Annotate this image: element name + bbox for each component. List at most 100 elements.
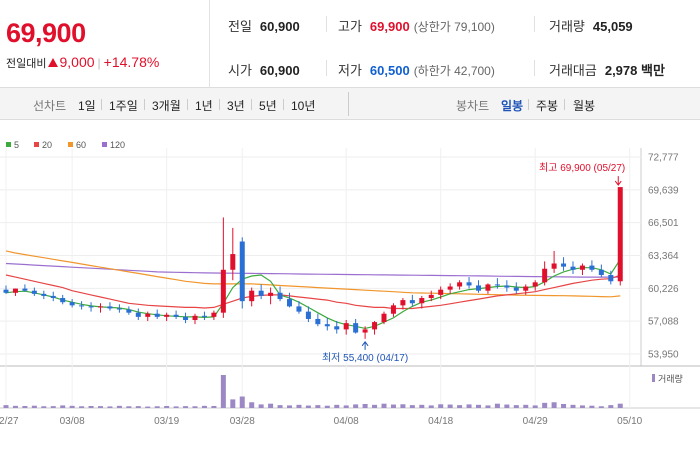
candle-body <box>447 286 453 290</box>
low-annotation: 최저 55,400 (04/17) <box>322 352 408 364</box>
candle-body <box>22 288 28 291</box>
volume-bar <box>542 402 548 408</box>
volume-bar <box>69 405 75 408</box>
legend-swatch-20 <box>34 142 39 147</box>
candle-body <box>239 241 245 302</box>
period-1y-button[interactable]: 1년 <box>195 99 213 113</box>
volume-bar <box>315 405 321 408</box>
high-arrow-icon <box>614 176 622 186</box>
volume-bar <box>466 404 472 408</box>
period-1w-button[interactable]: 1주일 <box>109 99 138 113</box>
volume-bar <box>201 405 207 408</box>
divider <box>144 99 145 110</box>
stat-value: 69,900 <box>369 19 410 34</box>
ma60-line <box>5 250 621 298</box>
volume-bar <box>249 402 255 408</box>
y-tick-label: 53,950 <box>648 350 679 361</box>
divider <box>534 60 535 76</box>
legend-swatch-120 <box>102 142 107 147</box>
stat-label: 전일 <box>228 19 252 34</box>
candle-body <box>494 284 500 286</box>
divider <box>187 99 188 110</box>
x-tick-label: 02/27 <box>0 416 19 427</box>
candle-body <box>372 322 378 330</box>
period-10y-button[interactable]: 10년 <box>291 99 316 113</box>
volume-bar <box>438 404 444 408</box>
candle-body <box>230 254 236 270</box>
candle-body <box>542 268 548 283</box>
candle-weekly-button[interactable]: 주봉 <box>536 99 559 113</box>
divider <box>251 99 252 110</box>
volume-bar <box>334 404 340 408</box>
candle-body <box>551 263 557 269</box>
candle-body <box>88 306 94 308</box>
legend-swatch-5 <box>6 142 11 147</box>
candle-body <box>50 295 56 299</box>
up-triangle-icon <box>48 58 59 67</box>
candle-body <box>107 306 113 309</box>
stat-label: 시가 <box>228 63 252 78</box>
volume-bar <box>305 405 311 408</box>
candle-monthly-button[interactable]: 월봉 <box>573 99 596 113</box>
volume-bar <box>353 404 359 408</box>
divider <box>283 99 284 110</box>
x-tick-label: 04/08 <box>334 416 359 427</box>
volume-bar <box>296 404 302 408</box>
change-value: 9,000 <box>59 54 95 70</box>
candle-body <box>60 298 66 303</box>
candle-body <box>390 305 396 314</box>
volume-bar <box>428 405 434 408</box>
change-label: 전일대비 <box>6 58 47 70</box>
volume-bar <box>400 404 406 408</box>
candle-body <box>457 282 463 287</box>
candle-body <box>287 299 292 307</box>
low-arrow-icon <box>361 340 369 350</box>
volume-bar <box>457 405 463 408</box>
volume-legend-label: 거래량 <box>658 373 683 384</box>
candle-body <box>438 289 444 295</box>
candle-body <box>296 306 302 312</box>
volume-bar <box>31 405 37 408</box>
candle-body <box>145 313 151 317</box>
candle-body <box>183 316 189 320</box>
candle-body <box>164 314 170 317</box>
volume-bar <box>598 406 604 408</box>
candle-daily-button[interactable]: 일봉 <box>501 99 524 113</box>
volume-bar <box>220 375 226 408</box>
divider <box>528 99 529 110</box>
stat-volume: 거래량 45,059 <box>549 16 633 35</box>
volume-bar <box>183 406 189 408</box>
stat-amount: 거래대금 2,978 백만 <box>549 60 665 79</box>
ma20-line <box>5 274 621 310</box>
volume-bar <box>551 402 557 408</box>
volume-bar <box>268 403 274 408</box>
candle-chart-label: 봉차트 <box>456 99 490 113</box>
volume-bar <box>116 405 122 408</box>
candle-body <box>381 313 387 323</box>
volume-bar <box>258 404 264 408</box>
candle-body <box>126 309 132 313</box>
y-tick-label: 60,226 <box>648 284 679 295</box>
stat-label: 거래대금 <box>549 63 597 78</box>
legend-label-20: 20 <box>42 140 52 150</box>
volume-bar <box>447 404 453 408</box>
volume-bar <box>324 405 330 408</box>
period-5y-button[interactable]: 5년 <box>259 99 277 113</box>
divider <box>564 99 565 110</box>
volume-bar <box>154 406 160 408</box>
volume-bar <box>230 399 236 408</box>
volume-bar <box>135 406 141 408</box>
candle-body <box>353 323 359 333</box>
candle-body <box>79 305 85 307</box>
period-3y-button[interactable]: 3년 <box>227 99 245 113</box>
period-1d-button[interactable]: 1일 <box>78 99 96 113</box>
period-3m-button[interactable]: 3개월 <box>152 99 181 113</box>
volume-bar <box>79 406 85 408</box>
legend-swatch-60 <box>68 142 73 147</box>
change-separator: | <box>97 56 101 70</box>
candle-body <box>135 312 141 317</box>
candle-body <box>400 300 406 306</box>
candle-body <box>579 265 585 270</box>
x-tick-label: 03/08 <box>60 416 85 427</box>
volume-bar <box>41 406 47 408</box>
